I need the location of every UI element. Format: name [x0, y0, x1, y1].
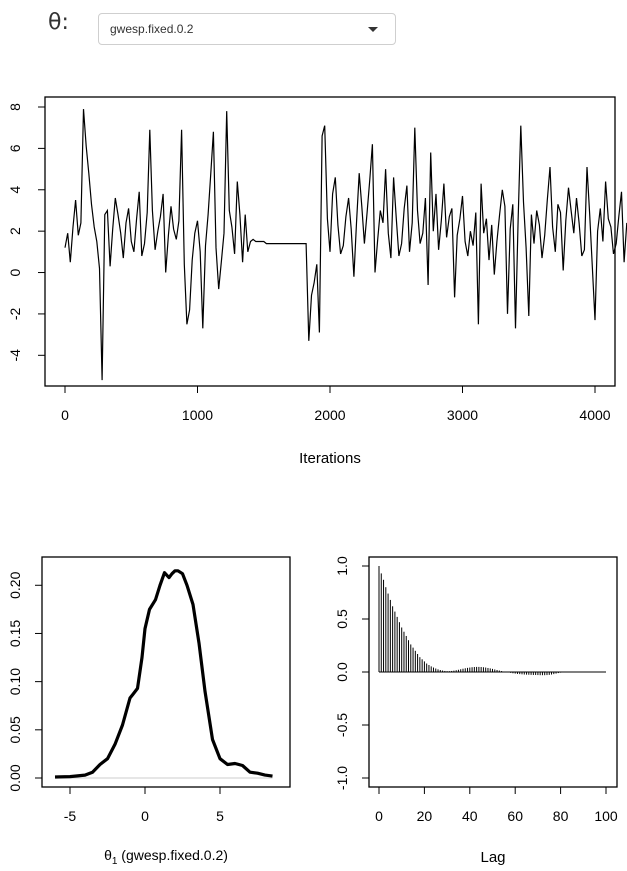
x-tick-label: 0 [375, 808, 383, 824]
y-tick-label: 0.20 [7, 571, 23, 598]
x-axis-label-symbol: θ [104, 847, 112, 863]
x-tick-label: 1000 [182, 407, 213, 423]
parameter-select[interactable]: gwesp.fixed.0.2 [98, 13, 396, 45]
y-tick-label: 0.0 [334, 662, 350, 682]
x-tick-label: 0 [61, 407, 69, 423]
density-frame [41, 556, 291, 788]
x-tick-label: -5 [64, 808, 77, 824]
trace-line [64, 109, 627, 381]
y-tick-label: 0.05 [7, 716, 23, 743]
y-tick-label: -4 [7, 349, 23, 362]
y-tick-label: 4 [7, 186, 23, 194]
y-tick-label: -0.5 [334, 713, 350, 737]
y-tick-label: 0.00 [7, 764, 23, 791]
y-tick-label: 6 [7, 144, 23, 152]
y-tick-label: -1.0 [334, 766, 350, 790]
x-axis-label: Iterations [299, 450, 361, 467]
y-tick-label: 0.15 [7, 620, 23, 647]
x-axis-label: θ1 (gwesp.fixed.0.2) [104, 847, 228, 867]
y-tick-label: 0.10 [7, 668, 23, 695]
x-tick-label: 100 [594, 808, 618, 824]
x-tick-label: 2000 [314, 407, 345, 423]
x-tick-label: 60 [507, 808, 523, 824]
x-tick-label: 20 [417, 808, 433, 824]
x-axis-label-subscript: 1 [112, 856, 118, 867]
x-tick-label: 5 [216, 808, 224, 824]
x-tick-label: 80 [553, 808, 569, 824]
density-curve [54, 569, 273, 779]
y-tick-label: 0.5 [334, 609, 350, 629]
x-tick-label: 4000 [579, 407, 610, 423]
y-tick-label: 2 [7, 227, 23, 235]
x-axis-label: Lag [480, 849, 505, 866]
x-tick-label: 3000 [447, 407, 478, 423]
x-axis-label-rest: (gwesp.fixed.0.2) [117, 847, 228, 863]
parameter-label: θ: [48, 10, 69, 35]
y-tick-label: -2 [7, 307, 23, 320]
y-tick-label: 0 [7, 268, 23, 276]
parameter-select-value: gwesp.fixed.0.2 [110, 22, 194, 36]
chevron-down-icon [368, 27, 378, 32]
y-tick-label: 1.0 [334, 556, 350, 576]
y-tick-label: 8 [7, 103, 23, 111]
x-tick-label: 0 [141, 808, 149, 824]
x-tick-label: 40 [462, 808, 478, 824]
